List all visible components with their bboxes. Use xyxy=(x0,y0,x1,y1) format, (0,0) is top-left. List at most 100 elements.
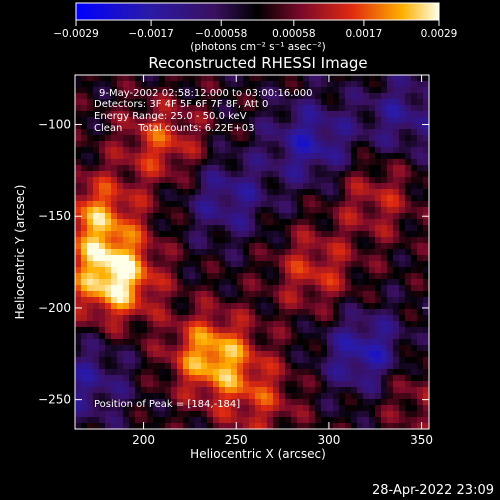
heatmap-cell xyxy=(75,183,82,190)
heatmap-cell xyxy=(285,363,292,370)
heatmap-cell xyxy=(183,213,190,220)
heatmap-cell xyxy=(381,87,388,94)
heatmap-cell xyxy=(93,195,100,202)
heatmap-cell xyxy=(411,303,418,310)
heatmap-cell xyxy=(351,357,358,364)
heatmap-cell xyxy=(207,93,214,100)
heatmap-cell xyxy=(399,267,406,274)
heatmap-cell xyxy=(99,291,106,298)
heatmap-cell xyxy=(315,93,322,100)
heatmap-cell xyxy=(267,243,274,250)
heatmap-cell xyxy=(405,321,412,328)
heatmap-cell xyxy=(417,315,424,322)
heatmap-cell xyxy=(225,111,232,118)
heatmap-cell xyxy=(129,309,136,316)
heatmap-cell xyxy=(417,393,424,400)
heatmap-cell xyxy=(237,135,244,142)
heatmap-cell xyxy=(117,255,124,262)
heatmap-cell xyxy=(99,87,106,94)
heatmap-cell xyxy=(141,135,148,142)
heatmap-cell xyxy=(117,345,124,352)
heatmap-cell xyxy=(189,423,196,430)
heatmap-cell xyxy=(267,387,274,394)
heatmap-cell xyxy=(117,183,124,190)
heatmap-cell xyxy=(153,141,160,148)
heatmap-cell xyxy=(117,399,124,406)
heatmap-cell xyxy=(273,291,280,298)
heatmap-cell xyxy=(393,357,400,364)
heatmap-cell xyxy=(309,81,316,88)
heatmap-cell xyxy=(147,279,154,286)
heatmap-cell xyxy=(177,315,184,322)
heatmap-cell xyxy=(117,267,124,274)
heatmap-cell xyxy=(165,111,172,118)
heatmap-cell xyxy=(93,189,100,196)
heatmap-cell xyxy=(237,363,244,370)
heatmap-cell xyxy=(189,99,196,106)
heatmap-cell xyxy=(351,423,358,430)
heatmap-cell xyxy=(243,327,250,334)
heatmap-cell xyxy=(369,189,376,196)
heatmap-cell xyxy=(171,291,178,298)
heatmap-cell xyxy=(135,93,142,100)
heatmap-cell xyxy=(387,411,394,418)
heatmap-cell xyxy=(321,267,328,274)
heatmap-cell xyxy=(261,231,268,238)
heatmap-cell xyxy=(159,183,166,190)
heatmap-cell xyxy=(195,135,202,142)
heatmap-cell xyxy=(249,291,256,298)
heatmap-cell xyxy=(297,351,304,358)
heatmap-cell xyxy=(327,351,334,358)
heatmap-cell xyxy=(327,381,334,388)
heatmap-cell xyxy=(75,81,82,88)
heatmap-cell xyxy=(357,399,364,406)
heatmap-cell xyxy=(333,357,340,364)
heatmap-cell xyxy=(183,135,190,142)
heatmap-cell xyxy=(303,93,310,100)
heatmap-cell xyxy=(117,315,124,322)
heatmap-cell xyxy=(237,105,244,112)
heatmap-cell xyxy=(327,417,334,424)
heatmap-cell xyxy=(285,405,292,412)
heatmap-cell xyxy=(207,111,214,118)
heatmap-cell xyxy=(255,405,262,412)
heatmap-cell xyxy=(363,93,370,100)
heatmap-cell xyxy=(363,357,370,364)
heatmap-cell xyxy=(243,99,250,106)
heatmap-cell xyxy=(183,87,190,94)
heatmap-cell xyxy=(255,381,262,388)
heatmap-cell xyxy=(129,417,136,424)
heatmap-cell xyxy=(417,129,424,136)
heatmap-cell xyxy=(177,123,184,130)
heatmap-cell xyxy=(375,189,382,196)
heatmap-cell xyxy=(255,159,262,166)
heatmap-cell xyxy=(165,255,172,262)
heatmap-cell xyxy=(369,129,376,136)
heatmap-cell xyxy=(261,399,268,406)
heatmap-cell xyxy=(363,333,370,340)
heatmap-cell xyxy=(297,393,304,400)
heatmap-cell xyxy=(411,351,418,358)
heatmap-cell xyxy=(99,417,106,424)
heatmap-cell xyxy=(165,81,172,88)
heatmap-cell xyxy=(423,279,430,286)
heatmap-cell xyxy=(135,417,142,424)
heatmap-cell xyxy=(129,243,136,250)
heatmap-cell xyxy=(267,147,274,154)
heatmap-cell xyxy=(243,393,250,400)
heatmap-cell xyxy=(177,129,184,136)
heatmap-cell xyxy=(363,393,370,400)
heatmap-cell xyxy=(351,345,358,352)
heatmap-cell xyxy=(189,165,196,172)
heatmap-cell xyxy=(147,273,154,280)
heatmap-cell xyxy=(261,417,268,424)
heatmap-cell xyxy=(327,387,334,394)
heatmap-cell xyxy=(309,87,316,94)
heatmap-cell xyxy=(237,261,244,268)
heatmap-cell xyxy=(339,423,346,430)
heatmap-cell xyxy=(267,255,274,262)
heatmap-cell xyxy=(417,273,424,280)
heatmap-cell xyxy=(405,387,412,394)
heatmap-cell xyxy=(351,141,358,148)
